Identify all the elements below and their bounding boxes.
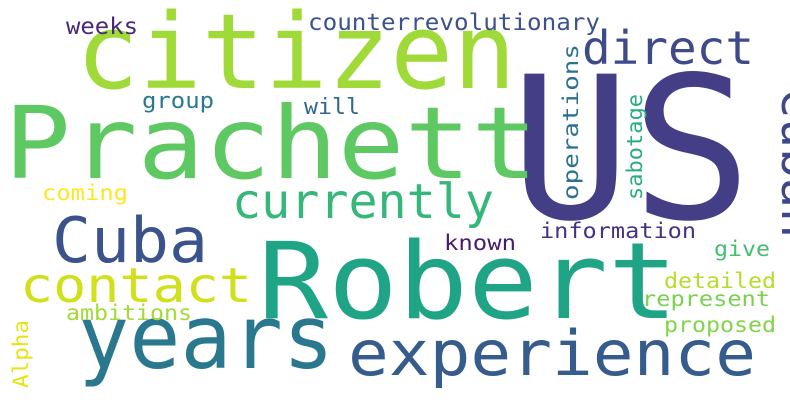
word-give: give [714,237,770,261]
word-operations: operations [559,44,583,200]
word-contact: contact [20,258,252,314]
word-currently: currently [232,174,494,230]
word-robert: Robert [258,220,678,343]
word-direct: direct [582,21,754,75]
word-counterrevolutionary: counterrevolutionary [308,10,600,36]
word-proposed: proposed [664,313,776,337]
word-known: known [444,231,516,255]
word-information: information [540,219,696,243]
word-detailed: detailed [664,269,776,293]
word-prachett: Prachett [4,85,538,202]
word-years: years [78,286,334,389]
word-cuba: Cuba [52,204,208,277]
word-experience: experience [348,317,756,390]
word-will: will [304,95,360,120]
word-sabotage: sabotage [623,94,647,200]
word-citizen: citizen [76,0,516,113]
word-represent: represent [642,287,770,311]
word-group: group [142,89,214,114]
word-cuban: Cuban [771,88,790,238]
word-ambitions: ambitions [66,301,192,325]
word-coming: coming [42,181,128,205]
word-weeks: weeks [66,14,138,40]
word-us: US [510,34,752,265]
word-alpha: Alpha [9,320,33,388]
